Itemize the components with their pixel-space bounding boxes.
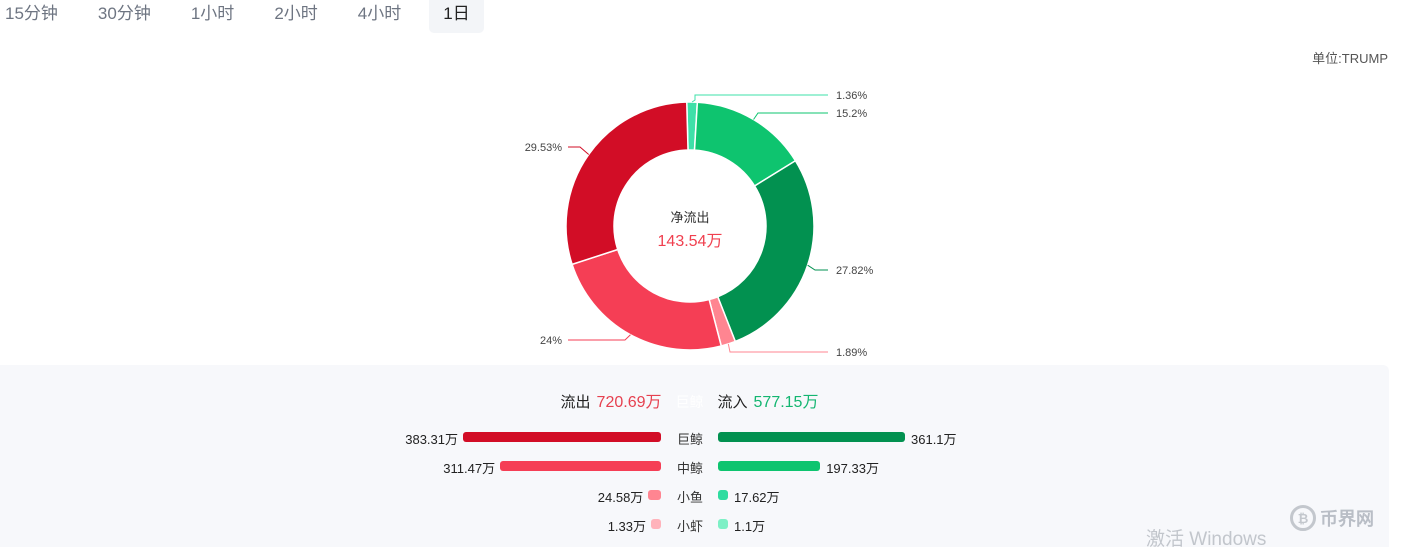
- category-label: 巨鲸: [676, 432, 703, 447]
- outflow-bar: [651, 519, 661, 529]
- net-flow-label: 净流出: [670, 210, 710, 225]
- inflow-bar: [718, 519, 728, 529]
- outflow-amount: 311.47万: [443, 461, 496, 476]
- breakdown-row: 24.58万 小鱼 17.62万: [0, 485, 1389, 505]
- slice-leader-line: [568, 146, 590, 155]
- inflow-bar: [718, 490, 728, 500]
- brand-text: 币界网: [1320, 509, 1374, 529]
- outflow-label: 流出: [560, 394, 591, 411]
- unit-label: 单位:TRUMP: [1312, 51, 1388, 66]
- slice-percent-label: 1.36%: [836, 90, 867, 102]
- donut-slice[interactable]: [565, 101, 689, 266]
- inflow-amount: 197.33万: [826, 461, 879, 476]
- tab-4[interactable]: 4小时: [357, 4, 402, 23]
- slice-percent-label: 1.89%: [836, 347, 867, 359]
- breakdown-row: 1.33万 小虾 1.1万: [0, 514, 1389, 534]
- slice-leader-line: [807, 264, 828, 271]
- bitcoin-coin-icon: ₿: [1290, 505, 1316, 531]
- flow-summary: 流出 720.69万 巨鲸 流入 577.15万: [0, 388, 1379, 412]
- donut-chart: 1.36% 15.2% 27.82% 1.89% 24% 29.53%: [525, 90, 874, 359]
- slice-leader-line: [753, 112, 828, 120]
- slice-percent-label: 29.53%: [525, 142, 563, 154]
- outflow-amount: 24.58万: [597, 490, 644, 505]
- slice-percent-label: 15.2%: [836, 108, 867, 120]
- category-label: 小虾: [676, 519, 703, 534]
- windows-activation-watermark: 激活 Windows: [1146, 529, 1267, 550]
- outflow-amount: 1.33万: [607, 519, 646, 534]
- flow-breakdown-panel: 流出 720.69万 巨鲸 流入 577.15万 383.31万 巨鲸 361.1万…: [0, 365, 1389, 547]
- inflow-bar: [718, 461, 821, 471]
- summary-middle-label: 巨鲸: [675, 394, 704, 410]
- category-label: 小鱼: [676, 490, 703, 505]
- tab-1[interactable]: 30分钟: [97, 4, 151, 23]
- inflow-amount: 17.62万: [734, 490, 780, 505]
- net-flow-value: 143.54万: [657, 233, 723, 250]
- outflow-bar: [648, 490, 661, 500]
- donut-slice[interactable]: [716, 159, 815, 343]
- breakdown-row: 311.47万 中鲸 197.33万: [0, 456, 1389, 476]
- slice-leader-line: [568, 334, 631, 341]
- outflow-value: 720.69万: [596, 394, 662, 411]
- slice-percent-label: 27.82%: [836, 265, 874, 277]
- inflow-bar: [718, 432, 905, 442]
- breakdown-row: 383.31万 巨鲸 361.1万: [0, 427, 1389, 447]
- brand-logo: ₿ 币界网: [1290, 505, 1374, 531]
- inflow-value: 577.15万: [753, 394, 819, 411]
- category-label: 中鲸: [676, 461, 703, 476]
- tab-0[interactable]: 15分钟: [5, 4, 58, 23]
- slice-leader-line: [727, 343, 828, 353]
- outflow-bar: [500, 461, 661, 471]
- outflow-amount: 383.31万: [405, 432, 458, 447]
- tab-5[interactable]: 1日: [429, 0, 484, 33]
- slice-leader-line: [691, 94, 828, 103]
- outflow-bar: [463, 432, 661, 442]
- donut-slice[interactable]: [571, 248, 723, 351]
- inflow-amount: 361.1万: [911, 432, 957, 447]
- tab-2[interactable]: 1小时: [190, 4, 235, 23]
- timeframe-tabs: 15分钟 30分钟 1小时 2小时 4小时 1日: [0, 0, 500, 33]
- inflow-amount: 1.1万: [734, 519, 766, 534]
- slice-percent-label: 24%: [540, 335, 562, 347]
- tab-3[interactable]: 2小时: [274, 4, 318, 23]
- inflow-label: 流入: [717, 394, 748, 411]
